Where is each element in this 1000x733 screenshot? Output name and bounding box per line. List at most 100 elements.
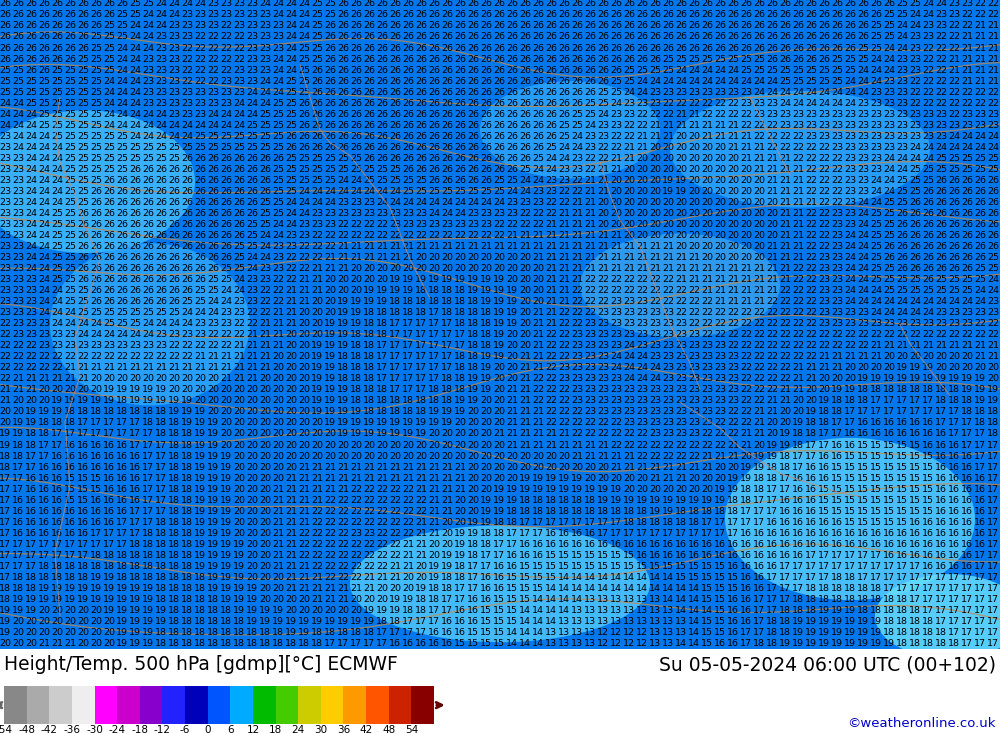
- Text: 20: 20: [285, 606, 297, 615]
- Text: 20: 20: [259, 474, 271, 482]
- Text: 21: 21: [298, 561, 310, 571]
- Text: 16: 16: [103, 496, 115, 504]
- Text: 23: 23: [623, 331, 635, 339]
- Text: 22: 22: [389, 528, 401, 538]
- Text: 24: 24: [129, 65, 141, 75]
- Text: 17: 17: [64, 539, 76, 549]
- Text: 17: 17: [129, 419, 141, 427]
- Text: 22: 22: [935, 54, 947, 64]
- Text: 24: 24: [441, 209, 453, 218]
- Text: 21: 21: [428, 528, 440, 538]
- Text: 21: 21: [636, 463, 648, 471]
- Text: 17: 17: [766, 496, 778, 504]
- Text: 19: 19: [506, 308, 518, 317]
- Text: 18: 18: [181, 573, 193, 582]
- Text: 23: 23: [727, 88, 739, 97]
- Text: 23: 23: [246, 76, 258, 86]
- Text: 26: 26: [389, 54, 401, 64]
- Text: 19: 19: [714, 496, 726, 504]
- Text: 26: 26: [116, 286, 128, 295]
- Text: 25: 25: [298, 54, 310, 64]
- Text: 21: 21: [727, 275, 739, 284]
- Text: 21: 21: [727, 121, 739, 130]
- Text: 21: 21: [701, 275, 713, 284]
- Text: 23: 23: [896, 319, 908, 328]
- Text: 26: 26: [441, 165, 453, 174]
- Text: 22: 22: [389, 517, 401, 527]
- Text: 18: 18: [181, 628, 193, 637]
- Text: 26: 26: [493, 65, 505, 75]
- Text: 18: 18: [181, 528, 193, 538]
- Text: 23: 23: [701, 353, 713, 361]
- Text: 21: 21: [779, 231, 791, 240]
- Text: 26: 26: [935, 209, 947, 218]
- Text: 16: 16: [64, 507, 76, 516]
- Text: 25: 25: [90, 32, 102, 42]
- Text: 24: 24: [870, 176, 882, 185]
- Text: 26: 26: [181, 165, 193, 174]
- Text: 24: 24: [246, 253, 258, 262]
- Text: 20: 20: [233, 386, 245, 394]
- Text: 19: 19: [506, 286, 518, 295]
- Text: 19: 19: [207, 584, 219, 593]
- Text: 19: 19: [220, 517, 232, 527]
- Text: 26: 26: [519, 0, 531, 8]
- Text: 20: 20: [623, 187, 635, 196]
- Text: 23: 23: [688, 364, 700, 372]
- Text: 17: 17: [12, 539, 24, 549]
- Text: 16: 16: [766, 539, 778, 549]
- Text: 24: 24: [610, 353, 622, 361]
- Text: 17: 17: [831, 550, 843, 560]
- Text: 19: 19: [415, 419, 427, 427]
- Text: 20: 20: [272, 386, 284, 394]
- Text: 19: 19: [831, 606, 843, 615]
- Text: 20: 20: [467, 474, 479, 482]
- Text: 25: 25: [454, 187, 466, 196]
- Text: 20: 20: [246, 397, 258, 405]
- Text: 21: 21: [25, 386, 37, 394]
- Text: 18: 18: [116, 408, 128, 416]
- Text: 20: 20: [714, 463, 726, 471]
- Text: 19: 19: [571, 474, 583, 482]
- Text: 26: 26: [831, 32, 843, 42]
- Text: 18: 18: [181, 595, 193, 604]
- Text: 25: 25: [116, 165, 128, 174]
- Text: 21: 21: [519, 397, 531, 405]
- Text: 26: 26: [103, 264, 115, 273]
- Text: 16: 16: [753, 550, 765, 560]
- Text: 26: 26: [181, 231, 193, 240]
- Text: 24: 24: [883, 187, 895, 196]
- Text: 23: 23: [844, 176, 856, 185]
- Text: 17: 17: [909, 561, 921, 571]
- Text: 24: 24: [155, 0, 167, 8]
- Text: 21: 21: [883, 342, 895, 350]
- Text: 26: 26: [779, 21, 791, 31]
- Text: 17: 17: [948, 606, 960, 615]
- Text: 22: 22: [285, 264, 297, 273]
- Text: 17: 17: [441, 319, 453, 328]
- Text: 20: 20: [480, 264, 492, 273]
- Text: 20: 20: [662, 165, 674, 174]
- Text: 14: 14: [545, 606, 557, 615]
- Text: 19: 19: [857, 617, 869, 626]
- Text: 16: 16: [974, 528, 986, 538]
- Text: 15: 15: [883, 452, 895, 460]
- Text: 23: 23: [610, 331, 622, 339]
- Text: 22: 22: [506, 220, 518, 229]
- Text: 23: 23: [142, 76, 154, 86]
- Text: 15: 15: [857, 485, 869, 493]
- Text: 21: 21: [285, 539, 297, 549]
- Text: 20: 20: [324, 275, 336, 284]
- Text: 17: 17: [142, 474, 154, 482]
- Text: 25: 25: [974, 154, 986, 163]
- Text: 23: 23: [25, 319, 37, 328]
- Text: 19: 19: [12, 419, 24, 427]
- Text: 20: 20: [701, 231, 713, 240]
- Text: 24: 24: [292, 725, 305, 733]
- Text: 23: 23: [675, 408, 687, 416]
- Text: 26: 26: [571, 0, 583, 8]
- Text: 19: 19: [259, 617, 271, 626]
- Text: 19: 19: [207, 463, 219, 471]
- Text: 20: 20: [675, 198, 687, 207]
- Text: 24: 24: [51, 286, 63, 295]
